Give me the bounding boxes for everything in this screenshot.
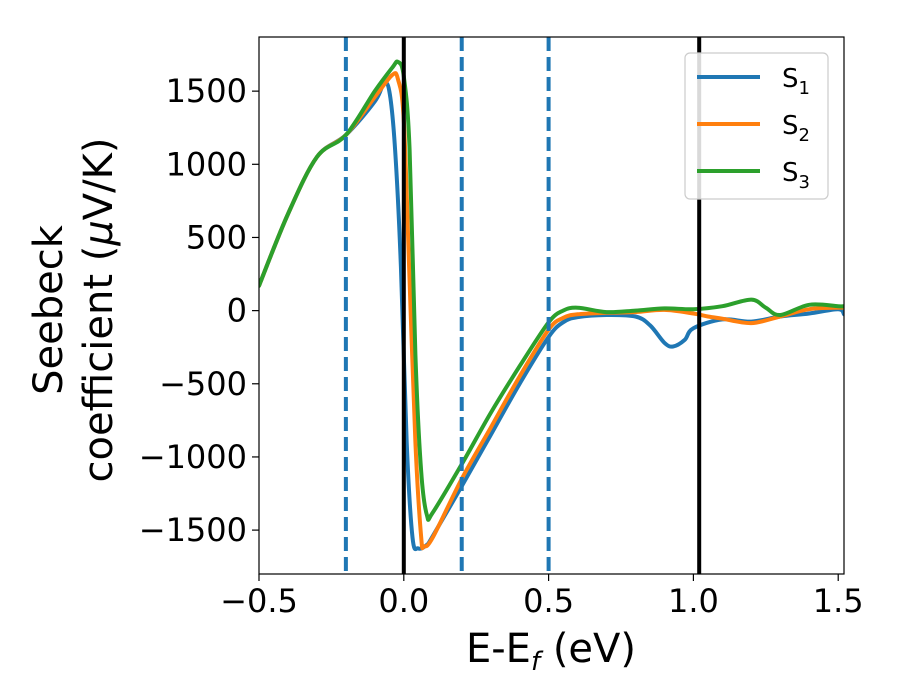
y-axis-label-line1: Seebeck bbox=[26, 224, 72, 395]
x-tick-label: 1.0 bbox=[668, 582, 719, 620]
y-axis-label-line2: coefficient (μV/K) bbox=[76, 138, 122, 483]
legend-label-s1: S1 bbox=[782, 64, 810, 99]
x-tick-label: 1.5 bbox=[813, 582, 864, 620]
x-tick-label: −0.5 bbox=[220, 582, 298, 620]
y-tick-label: −500 bbox=[159, 365, 247, 403]
x-tick-label: 0.5 bbox=[523, 582, 574, 620]
x-axis-label-main: E-E bbox=[466, 626, 531, 672]
series-line-s2 bbox=[259, 71, 844, 551]
axes: −0.5 0.0 0.5 1.0 1.5 −1500 −1000 −500 0 500 1000 15… bbox=[139, 36, 864, 620]
y-tick-label: −1000 bbox=[139, 438, 247, 476]
x-axis-label-unit: (eV) bbox=[540, 626, 636, 672]
legend: S1 S2 S3 bbox=[684, 52, 829, 200]
series-line-s3 bbox=[259, 59, 844, 522]
x-tick-label: 0.0 bbox=[378, 582, 429, 620]
y-axis-label-unit: V/K) bbox=[76, 138, 122, 221]
y-tick-label: 1000 bbox=[166, 145, 247, 183]
legend-label-s2: S2 bbox=[782, 111, 810, 146]
legend-label-s3: S3 bbox=[782, 158, 810, 193]
y-tick-label: −1500 bbox=[139, 511, 247, 549]
y-axis-label-mu: μ bbox=[76, 220, 122, 246]
y-tick-label: 0 bbox=[227, 292, 247, 330]
axes-frame bbox=[258, 36, 845, 575]
y-tick-label: 500 bbox=[186, 218, 247, 256]
y-axis-label-text: coefficient ( bbox=[76, 246, 122, 483]
plot-area bbox=[259, 37, 844, 574]
x-axis-label: E-Ef (eV) bbox=[466, 626, 636, 677]
y-tick-label: 1500 bbox=[166, 72, 247, 110]
